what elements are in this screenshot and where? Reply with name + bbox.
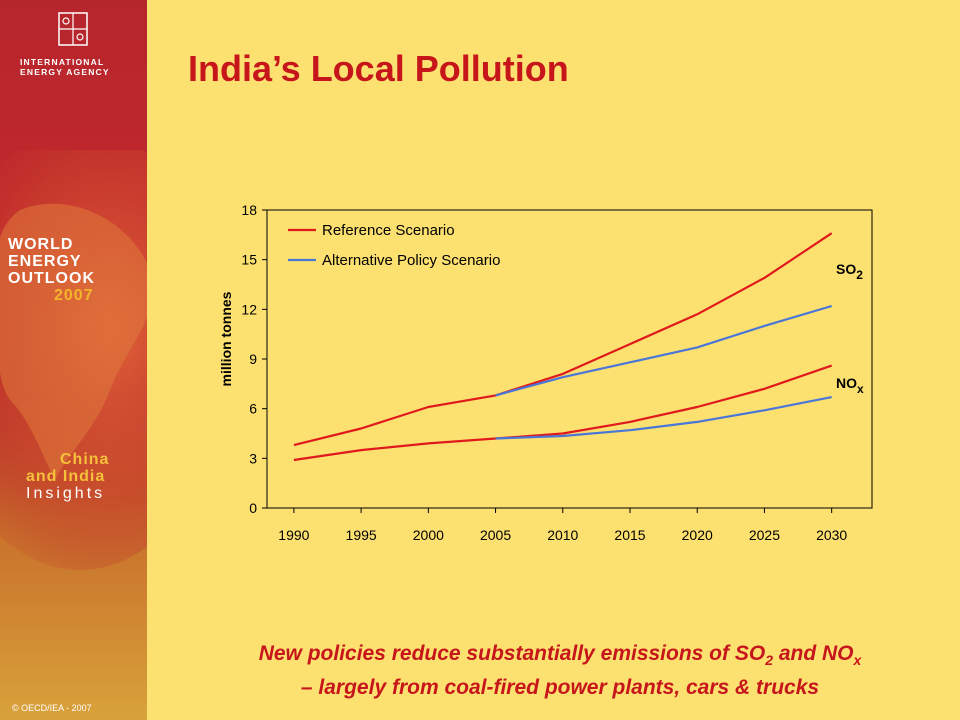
x-tick-label: 2030 xyxy=(816,527,847,543)
y-tick-label: 3 xyxy=(249,450,257,466)
y-tick-label: 0 xyxy=(249,500,257,516)
x-tick-label: 2020 xyxy=(682,527,713,543)
y-tick-label: 6 xyxy=(249,401,257,417)
x-tick-label: 2000 xyxy=(413,527,444,543)
pollution-line-chart: 0 3 6 9 12 15 18 1990 1995 2000 2005 2010 2015 2020 20… xyxy=(218,202,873,543)
page-title: India’s Local Pollution xyxy=(188,48,569,89)
series-line-so2-reference xyxy=(293,232,833,447)
series-label-nox: NOx xyxy=(836,375,864,396)
x-tick-label: 2015 xyxy=(614,527,645,543)
x-tick-label: 2025 xyxy=(749,527,780,543)
sidebar-band: INTERNATIONAL ENERGY AGENCY WORLD ENERGY… xyxy=(0,0,147,720)
x-tick-label: 2010 xyxy=(547,527,578,543)
china-india-brand: China and India Insights xyxy=(26,451,110,502)
y-tick-label: 15 xyxy=(241,252,257,268)
x-tick-label: 2005 xyxy=(480,527,511,543)
legend-label: Reference Scenario xyxy=(322,222,455,239)
legend-label: Alternative Policy Scenario xyxy=(322,252,500,269)
y-tick-label: 18 xyxy=(241,202,257,218)
series-line-so2-alternative xyxy=(495,304,833,397)
y-axis-title: million tonnes xyxy=(218,291,234,386)
chart-series xyxy=(293,232,833,462)
series-line-nox-alternative xyxy=(495,396,832,440)
chart-axes: 0 3 6 9 12 15 18 1990 1995 2000 2005 2010 2015 2020 20… xyxy=(218,202,873,543)
y-tick-label: 12 xyxy=(241,301,257,317)
series-line-nox-reference xyxy=(293,364,833,462)
org-name: INTERNATIONAL ENERGY AGENCY xyxy=(20,57,110,77)
caption: New policies reduce substantially emissi… xyxy=(258,642,862,700)
series-label-so2: SO2 xyxy=(836,261,863,282)
chart-legend: Reference Scenario Alternative Policy Sce… xyxy=(288,222,500,269)
copyright: © OECD/IEA - 2007 xyxy=(12,703,92,713)
globe-map-icon xyxy=(0,150,147,570)
chart-annotations: SO2 NOx xyxy=(836,261,864,396)
x-tick-label: 1995 xyxy=(346,527,377,543)
weo-brand: WORLD ENERGY OUTLOOK 2007 xyxy=(8,236,95,304)
y-tick-label: 9 xyxy=(249,351,257,367)
x-tick-label: 1990 xyxy=(278,527,309,543)
iea-logo xyxy=(58,12,88,46)
